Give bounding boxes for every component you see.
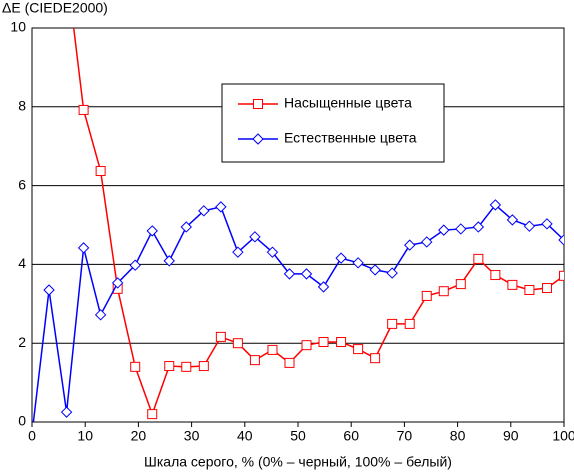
marker bbox=[404, 239, 416, 251]
x-tick-label: 30 bbox=[184, 428, 200, 444]
marker bbox=[215, 201, 227, 213]
marker bbox=[541, 283, 552, 294]
marker bbox=[490, 270, 501, 281]
marker bbox=[198, 205, 210, 217]
marker bbox=[78, 104, 89, 115]
legend-box bbox=[221, 83, 445, 163]
marker bbox=[421, 236, 433, 248]
marker bbox=[387, 318, 398, 329]
x-tick-label: 60 bbox=[343, 428, 359, 444]
marker bbox=[180, 221, 192, 233]
marker bbox=[181, 361, 192, 372]
marker bbox=[507, 279, 518, 290]
marker bbox=[353, 344, 364, 355]
marker bbox=[524, 285, 535, 296]
marker bbox=[558, 234, 564, 246]
marker bbox=[267, 344, 278, 355]
marker bbox=[215, 331, 226, 342]
marker bbox=[252, 133, 264, 145]
marker bbox=[370, 353, 381, 364]
y-tick-label: 2 bbox=[18, 334, 26, 350]
marker bbox=[163, 255, 175, 267]
x-tick-label: 80 bbox=[450, 428, 466, 444]
y-tick-label: 10 bbox=[10, 19, 26, 35]
legend-label: Насыщенные цвета bbox=[284, 95, 412, 111]
series-line bbox=[72, 28, 564, 417]
marker bbox=[249, 231, 261, 243]
series-line bbox=[32, 203, 564, 422]
marker bbox=[336, 337, 347, 348]
marker bbox=[283, 268, 296, 280]
y-tick-label: 4 bbox=[18, 255, 26, 271]
marker bbox=[438, 286, 449, 297]
marker bbox=[164, 361, 175, 372]
marker bbox=[523, 220, 536, 232]
legend-label: Естественные цвета bbox=[284, 130, 417, 146]
y-tick-label: 0 bbox=[18, 413, 26, 429]
marker bbox=[249, 355, 260, 366]
plot-frame bbox=[31, 27, 565, 423]
marker bbox=[232, 338, 243, 349]
marker bbox=[352, 257, 364, 269]
marker bbox=[95, 166, 106, 177]
marker bbox=[317, 281, 330, 293]
marker bbox=[506, 214, 519, 226]
y-tick-label: 6 bbox=[18, 176, 26, 192]
marker bbox=[77, 242, 90, 254]
marker bbox=[111, 277, 124, 289]
marker bbox=[300, 268, 313, 280]
marker bbox=[472, 221, 485, 233]
marker bbox=[318, 337, 329, 348]
marker bbox=[43, 284, 55, 296]
marker bbox=[369, 264, 381, 276]
marker bbox=[386, 267, 398, 279]
marker bbox=[489, 199, 502, 211]
marker bbox=[301, 340, 312, 351]
marker bbox=[455, 223, 467, 235]
marker bbox=[146, 225, 158, 237]
x-tick-label: 100 bbox=[552, 428, 574, 444]
marker bbox=[129, 259, 141, 271]
marker bbox=[335, 252, 347, 264]
marker bbox=[94, 309, 107, 321]
marker bbox=[266, 246, 279, 258]
marker bbox=[438, 224, 450, 236]
y-axis-label: ΔE (CIEDE2000) bbox=[2, 0, 108, 16]
x-tick-label: 40 bbox=[237, 428, 253, 444]
x-tick-label: 50 bbox=[290, 428, 306, 444]
marker bbox=[60, 406, 73, 418]
x-tick-label: 0 bbox=[28, 428, 36, 444]
marker bbox=[404, 318, 415, 329]
marker bbox=[541, 218, 553, 230]
x-tick-label: 70 bbox=[397, 428, 413, 444]
marker bbox=[232, 246, 244, 258]
x-axis-label: Шкала серого, % (0% – черный, 100% – бел… bbox=[144, 454, 452, 470]
marker bbox=[147, 409, 158, 420]
x-tick-label: 10 bbox=[77, 428, 93, 444]
x-tick-label: 20 bbox=[131, 428, 147, 444]
marker bbox=[198, 361, 209, 372]
y-tick-label: 8 bbox=[18, 98, 26, 114]
plot-area bbox=[32, 28, 564, 422]
marker bbox=[284, 357, 295, 368]
marker bbox=[473, 253, 484, 264]
marker bbox=[130, 361, 141, 372]
marker bbox=[455, 279, 466, 290]
marker bbox=[253, 99, 263, 109]
marker bbox=[421, 290, 432, 301]
x-tick-label: 90 bbox=[503, 428, 519, 444]
marker bbox=[559, 270, 564, 281]
